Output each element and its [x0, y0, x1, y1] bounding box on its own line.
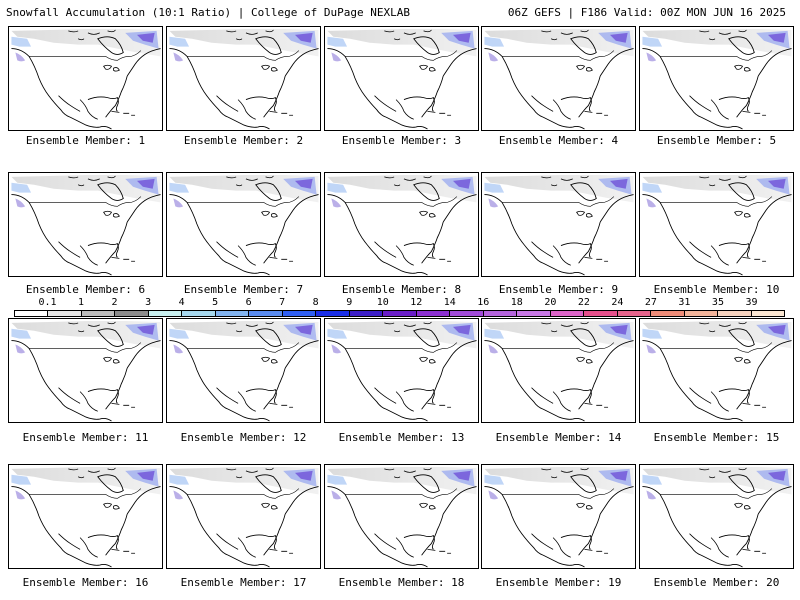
scale-color-segment [282, 311, 317, 316]
scale-tick-label: 2 [111, 297, 118, 308]
scale-tick-label: 24 [611, 297, 624, 308]
scale-color-segment [316, 311, 350, 316]
ensemble-member-caption-19: Ensemble Member: 19 [495, 576, 622, 589]
ensemble-member-caption-8: Ensemble Member: 8 [341, 283, 462, 296]
ensemble-member-caption-14: Ensemble Member: 14 [495, 431, 622, 444]
scale-color-segment [751, 311, 785, 316]
color-scale-labels: 0.1 1 2 3 4 5 6 7 8 9 10 12 14 16 18 20 22 24 27 31 35 39 [14, 297, 785, 309]
scale-tick-label: 20 [544, 297, 557, 308]
scale-tick-label: 3 [145, 297, 152, 308]
ensemble-member-caption-1: Ensemble Member: 1 [25, 134, 146, 147]
scale-tick-label: 9 [346, 297, 353, 308]
ensemble-member-map-16 [8, 464, 163, 569]
scale-color-segment [517, 311, 551, 316]
ensemble-member-map-5 [639, 26, 794, 131]
ensemble-member-caption-6: Ensemble Member: 6 [25, 283, 146, 296]
ensemble-member-caption-12: Ensemble Member: 12 [180, 431, 307, 444]
ensemble-member-caption-13: Ensemble Member: 13 [338, 431, 465, 444]
scale-color-segment [182, 311, 216, 316]
scale-color-segment [15, 311, 49, 316]
ensemble-member-map-13 [324, 318, 479, 423]
ensemble-member-map-15 [639, 318, 794, 423]
scale-tick-label: 27 [644, 297, 657, 308]
ensemble-member-map-10 [639, 172, 794, 277]
ensemble-member-map-7 [166, 172, 321, 277]
scale-color-segment [584, 311, 618, 316]
scale-color-segment [215, 311, 250, 316]
map-title: Snowfall Accumulation (10:1 Ratio) | Col… [6, 6, 410, 19]
scale-tick-label: 5 [212, 297, 219, 308]
ensemble-member-caption-5: Ensemble Member: 5 [656, 134, 777, 147]
color-scale-bar [14, 310, 785, 317]
scale-tick-label: 0.1 [38, 297, 57, 308]
ensemble-member-map-19 [481, 464, 636, 569]
run-valid-time: 06Z GEFS | F186 Valid: 00Z MON JUN 16 20… [507, 6, 786, 19]
ensemble-member-map-12 [166, 318, 321, 423]
ensemble-member-caption-20: Ensemble Member: 20 [653, 576, 780, 589]
ensemble-member-map-18 [324, 464, 479, 569]
scale-color-segment [416, 311, 451, 316]
scale-color-segment [148, 311, 183, 316]
scale-tick-label: 6 [245, 297, 252, 308]
ensemble-member-caption-7: Ensemble Member: 7 [183, 283, 304, 296]
ensemble-member-map-8 [324, 172, 479, 277]
ensemble-member-map-1 [8, 26, 163, 131]
ensemble-member-map-4 [481, 26, 636, 131]
scale-tick-label: 1 [78, 297, 85, 308]
scale-color-segment [115, 311, 149, 316]
ensemble-member-caption-11: Ensemble Member: 11 [22, 431, 149, 444]
ensemble-member-map-9 [481, 172, 636, 277]
scale-color-segment [550, 311, 585, 316]
scale-tick-label: 12 [410, 297, 423, 308]
ensemble-member-map-6 [8, 172, 163, 277]
ensemble-member-caption-17: Ensemble Member: 17 [180, 576, 307, 589]
ensemble-member-map-2 [166, 26, 321, 131]
scale-color-segment [651, 311, 685, 316]
scale-color-segment [450, 311, 484, 316]
scale-tick-label: 18 [510, 297, 523, 308]
ensemble-member-caption-18: Ensemble Member: 18 [338, 576, 465, 589]
ensemble-member-caption-4: Ensemble Member: 4 [498, 134, 619, 147]
scale-color-segment [81, 311, 116, 316]
ensemble-member-map-3 [324, 26, 479, 131]
scale-tick-label: 31 [678, 297, 691, 308]
scale-color-segment [383, 311, 417, 316]
scale-tick-label: 7 [279, 297, 286, 308]
scale-tick-label: 16 [477, 297, 490, 308]
scale-tick-label: 4 [178, 297, 185, 308]
ensemble-member-caption-10: Ensemble Member: 10 [653, 283, 780, 296]
ensemble-member-map-14 [481, 318, 636, 423]
ensemble-member-caption-16: Ensemble Member: 16 [22, 576, 149, 589]
ensemble-member-caption-2: Ensemble Member: 2 [183, 134, 304, 147]
ensemble-member-map-17 [166, 464, 321, 569]
ensemble-member-caption-3: Ensemble Member: 3 [341, 134, 462, 147]
scale-color-segment [48, 311, 82, 316]
scale-tick-label: 39 [745, 297, 758, 308]
scale-tick-label: 14 [443, 297, 456, 308]
scale-color-segment [684, 311, 719, 316]
scale-color-segment [483, 311, 518, 316]
scale-color-segment [718, 311, 752, 316]
scale-color-segment [349, 311, 384, 316]
scale-tick-label: 22 [577, 297, 590, 308]
ensemble-member-map-20 [639, 464, 794, 569]
ensemble-member-map-11 [8, 318, 163, 423]
ensemble-member-caption-15: Ensemble Member: 15 [653, 431, 780, 444]
scale-tick-label: 8 [312, 297, 319, 308]
scale-color-segment [249, 311, 283, 316]
scale-color-segment [617, 311, 652, 316]
scale-tick-label: 35 [711, 297, 724, 308]
scale-tick-label: 10 [376, 297, 389, 308]
ensemble-member-caption-9: Ensemble Member: 9 [498, 283, 619, 296]
